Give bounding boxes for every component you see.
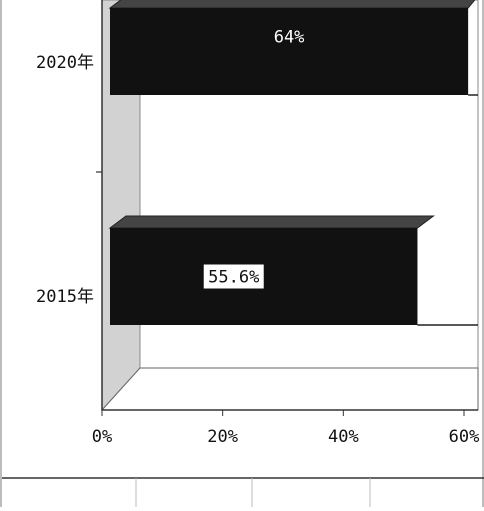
x-ticks-group: 0% 20% 40% 60%	[92, 410, 480, 447]
y-category-label: 2020年	[36, 53, 94, 73]
chart-floor	[100, 367, 479, 411]
x-tick-label: 40%	[328, 427, 359, 447]
bottom-divider	[2, 477, 484, 507]
bar-top-face	[108, 215, 435, 229]
x-tick-label: 60%	[449, 427, 480, 447]
bar	[110, 8, 469, 95]
y-category-label: 2015年	[36, 287, 94, 307]
data-label: 55.6%	[208, 268, 259, 288]
y-labels-group: 2020年 2015年	[36, 53, 94, 307]
x-tick-label: 0%	[92, 427, 112, 447]
bars-group: 64% 55.6%	[108, 0, 478, 326]
bar-top-face	[108, 0, 476, 9]
data-label-box	[203, 264, 264, 289]
x-tick-label: 20%	[207, 427, 238, 447]
data-label: 64%	[274, 28, 305, 48]
